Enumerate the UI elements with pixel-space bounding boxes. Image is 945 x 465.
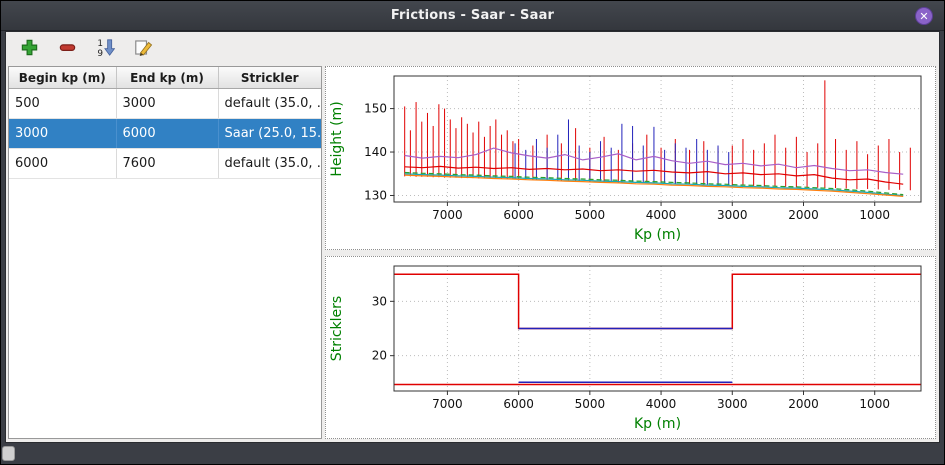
table-cell: default (35.0, …: [218, 148, 321, 179]
svg-text:3000: 3000: [717, 397, 748, 411]
table-cell: 500: [9, 88, 117, 119]
svg-text:Kp (m): Kp (m): [634, 416, 681, 432]
svg-text:4000: 4000: [646, 208, 677, 222]
edit-icon: [134, 38, 153, 60]
svg-text:6000: 6000: [503, 208, 534, 222]
svg-text:140: 140: [364, 145, 387, 159]
column-header[interactable]: Strickler: [218, 67, 321, 89]
table-cell: 3000: [116, 88, 219, 119]
svg-text:2000: 2000: [788, 208, 819, 222]
table-cell: 6000: [9, 148, 117, 179]
table-cell: 6000: [116, 118, 219, 149]
svg-text:Kp (m): Kp (m): [634, 227, 681, 243]
table-cell: 3000: [9, 118, 117, 149]
svg-text:5000: 5000: [575, 397, 606, 411]
window-title: Frictions - Saar - Saar: [390, 8, 555, 23]
svg-text:30: 30: [372, 294, 387, 308]
stricklers-chart: 7000 6000 5000 4000 3000 2000 1000 20 30 Kp (m) St…: [329, 265, 922, 432]
table-cell: Saar (25.0, 15.0): [218, 118, 321, 149]
table-cell: 7600: [116, 148, 219, 179]
column-header[interactable]: Begin kp (m): [9, 67, 117, 89]
table-cell: default (35.0, …: [218, 88, 321, 119]
svg-text:Stricklers: Stricklers: [329, 296, 345, 361]
add-zone-button[interactable]: [16, 35, 43, 62]
svg-text:1: 1: [97, 38, 103, 48]
svg-text:9: 9: [97, 48, 103, 56]
close-button[interactable]: ✕: [915, 7, 933, 25]
plus-icon: [20, 38, 39, 60]
svg-text:4000: 4000: [646, 397, 677, 411]
svg-text:6000: 6000: [503, 397, 534, 411]
charts-area: 7000 6000 5000 4000 3000 2000 1000 130 140 150 Kp …: [325, 66, 936, 439]
table-row[interactable]: 500 3000 default (35.0, …: [9, 88, 321, 119]
svg-text:1000: 1000: [859, 208, 890, 222]
column-header[interactable]: End kp (m): [116, 67, 219, 89]
remove-zone-button[interactable]: [54, 35, 81, 62]
svg-text:7000: 7000: [432, 208, 463, 222]
svg-text:20: 20: [372, 349, 387, 363]
svg-text:150: 150: [364, 102, 387, 116]
window-frame-bottom: [1, 443, 944, 464]
svg-text:3000: 3000: [717, 208, 748, 222]
svg-text:2000: 2000: [788, 397, 819, 411]
edit-zone-button[interactable]: [130, 35, 157, 62]
height-profile-chart: 7000 6000 5000 4000 3000 2000 1000 130 140 150 Kp …: [329, 75, 922, 243]
svg-text:130: 130: [364, 188, 387, 202]
height-chart-panel: 7000 6000 5000 4000 3000 2000 1000 130 140 150 Kp …: [325, 66, 936, 250]
resize-grip[interactable]: [2, 446, 15, 461]
svg-text:1000: 1000: [859, 397, 890, 411]
frictions-table: Begin kp (m) End kp (m) Strickler 500 3000 d…: [9, 67, 321, 179]
frictions-table-panel: Begin kp (m) End kp (m) Strickler 500 3000 d…: [8, 66, 322, 439]
table-row[interactable]: 6000 7600 default (35.0, …: [9, 148, 321, 179]
svg-text:Height (m): Height (m): [329, 101, 345, 176]
minus-icon: [58, 38, 77, 60]
close-icon: ✕: [919, 9, 929, 23]
titlebar[interactable]: Frictions - Saar - Saar ✕: [1, 1, 944, 31]
svg-text:5000: 5000: [575, 208, 606, 222]
svg-text:7000: 7000: [432, 397, 463, 411]
stricklers-chart-panel: 7000 6000 5000 4000 3000 2000 1000 20 30 Kp (m) St…: [325, 256, 936, 439]
